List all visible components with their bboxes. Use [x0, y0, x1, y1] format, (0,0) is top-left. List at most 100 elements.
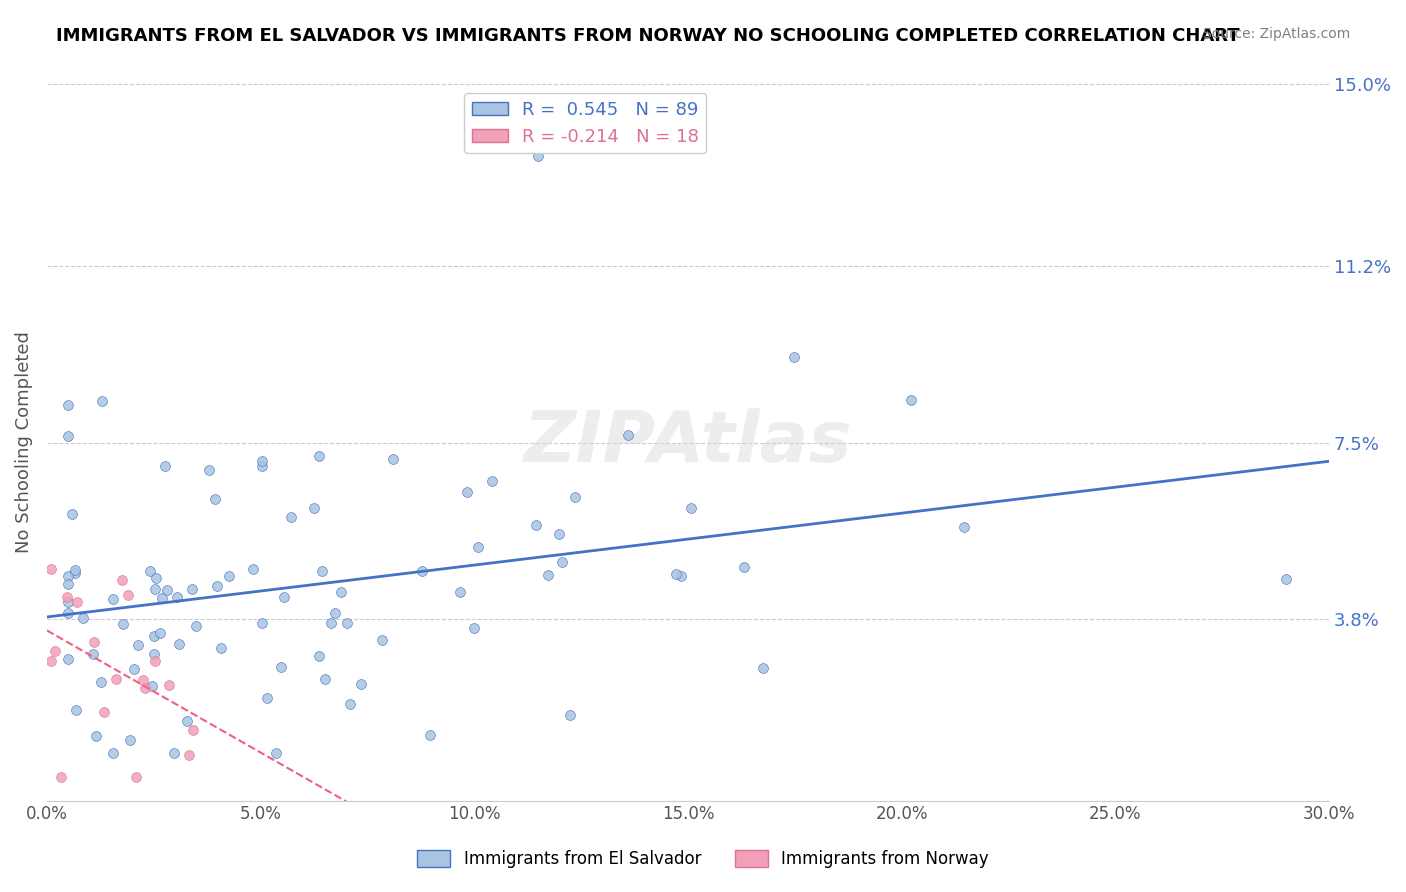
Point [411, 564, 433, 578]
Point [323, 606, 346, 620]
Point [163, 746, 186, 760]
Point [139, 565, 162, 579]
Point [58, 577, 80, 591]
Point [127, 638, 149, 652]
Point [93, 706, 115, 720]
Point [524, 517, 547, 532]
Point [308, 648, 330, 663]
Point [156, 582, 179, 597]
Point [58, 569, 80, 583]
Point [134, 681, 156, 695]
Point [49, 770, 72, 784]
Point [143, 582, 166, 597]
Point [551, 555, 574, 569]
Point [311, 564, 333, 578]
Point [179, 747, 201, 762]
Text: ZIPAtlas: ZIPAtlas [523, 408, 852, 477]
Legend: Immigrants from El Salvador, Immigrants from Norway: Immigrants from El Salvador, Immigrants … [411, 843, 995, 875]
Point [142, 629, 165, 643]
Point [330, 585, 353, 599]
Point [125, 770, 148, 784]
Point [560, 707, 582, 722]
Point [84, 729, 107, 743]
Point [669, 569, 692, 583]
Point [280, 509, 302, 524]
Point [65, 563, 87, 577]
Point [166, 590, 188, 604]
Point [180, 582, 202, 596]
Point [101, 746, 124, 760]
Point [112, 616, 135, 631]
Point [117, 588, 139, 602]
Point [56, 590, 79, 604]
Point [256, 691, 278, 706]
Point [141, 679, 163, 693]
Text: Source: ZipAtlas.com: Source: ZipAtlas.com [1202, 27, 1350, 41]
Point [66, 595, 89, 609]
Point [145, 571, 167, 585]
Point [58, 429, 80, 443]
Point [72, 611, 94, 625]
Point [273, 590, 295, 604]
Point [39, 654, 62, 668]
Point [314, 672, 336, 686]
Point [665, 567, 688, 582]
Point [381, 452, 404, 467]
Point [143, 655, 166, 669]
Point [449, 585, 471, 599]
Point [308, 449, 330, 463]
Point [302, 501, 325, 516]
Point [242, 561, 264, 575]
Point [150, 591, 173, 605]
Point [204, 491, 226, 506]
Point [90, 675, 112, 690]
Legend: R =  0.545   N = 89, R = -0.214   N = 18: R = 0.545 N = 89, R = -0.214 N = 18 [464, 94, 706, 153]
Point [900, 393, 922, 408]
Point [143, 647, 166, 661]
Point [149, 625, 172, 640]
Point [44, 644, 66, 658]
Point [184, 619, 207, 633]
Point [153, 459, 176, 474]
Point [82, 647, 104, 661]
Point [336, 615, 359, 630]
Point [63, 566, 86, 580]
Point [39, 562, 62, 576]
Point [58, 595, 80, 609]
Point [264, 746, 287, 760]
Point [481, 474, 503, 488]
Point [1275, 573, 1298, 587]
Point [564, 490, 586, 504]
Point [537, 568, 560, 582]
Point [91, 394, 114, 409]
Point [205, 580, 228, 594]
Point [197, 462, 219, 476]
Y-axis label: No Schooling Completed: No Schooling Completed [15, 332, 32, 553]
Point [58, 652, 80, 666]
Point [250, 454, 273, 468]
Point [60, 507, 83, 521]
Point [463, 622, 485, 636]
Point [270, 659, 292, 673]
Point [118, 733, 141, 747]
Point [752, 661, 775, 675]
Point [339, 697, 361, 711]
Point [83, 635, 105, 649]
Point [122, 662, 145, 676]
Point [167, 637, 190, 651]
Point [58, 606, 80, 620]
Point [783, 350, 806, 364]
Point [456, 485, 478, 500]
Point [953, 519, 976, 533]
Point [65, 703, 87, 717]
Point [111, 573, 134, 587]
Point [467, 540, 489, 554]
Point [104, 672, 127, 686]
Point [350, 677, 373, 691]
Point [218, 569, 240, 583]
Point [617, 427, 640, 442]
Point [250, 458, 273, 473]
Point [252, 615, 274, 630]
Point [58, 398, 80, 412]
Point [681, 500, 703, 515]
